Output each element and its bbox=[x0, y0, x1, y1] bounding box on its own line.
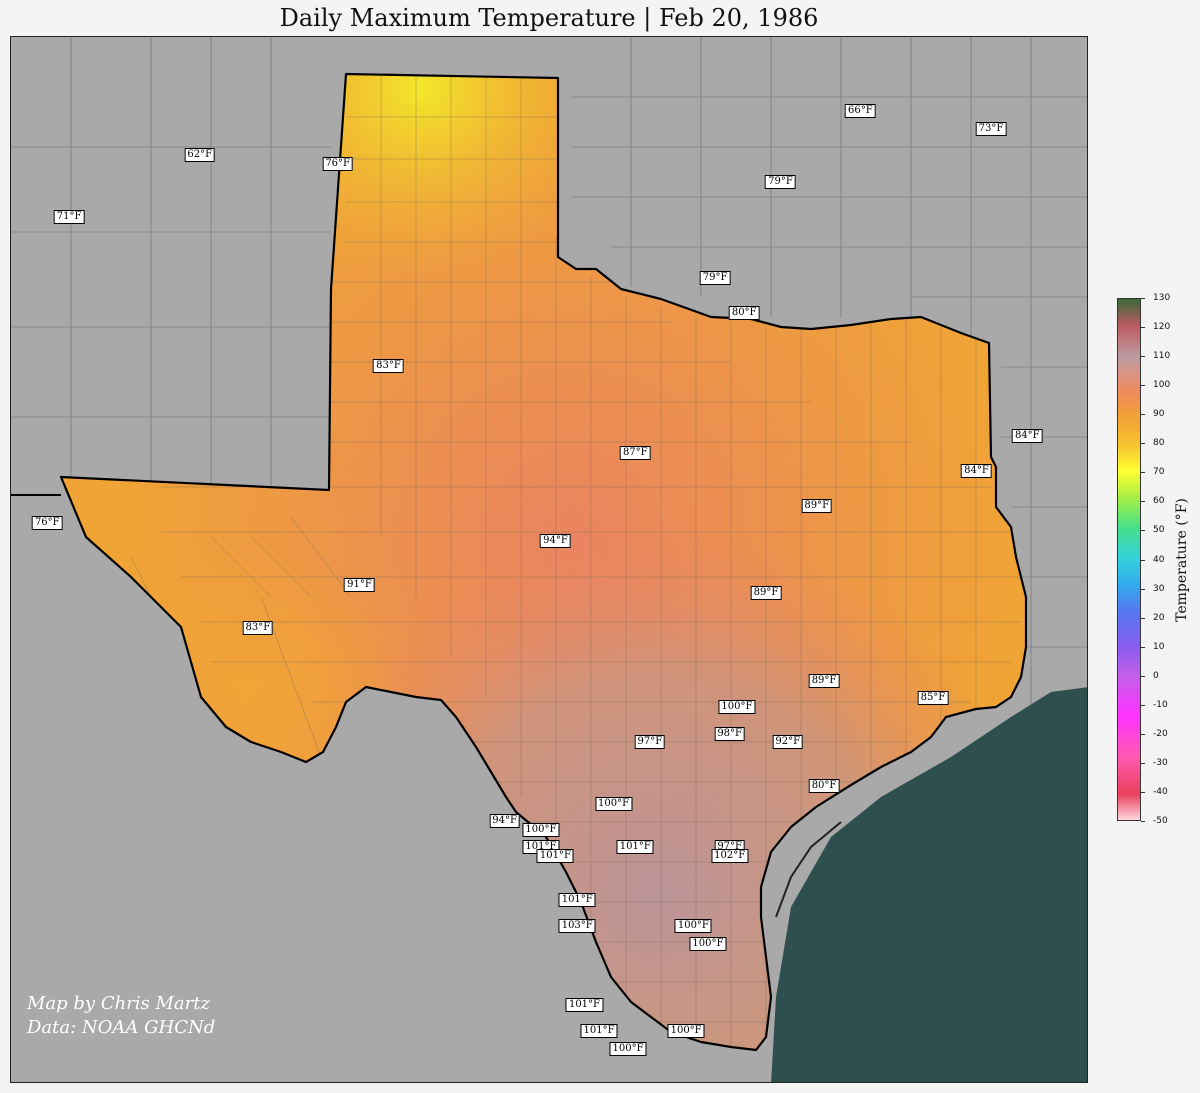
station-label: 87°F bbox=[619, 446, 651, 461]
station-label: 91°F bbox=[344, 577, 375, 592]
texas-border bbox=[59, 72, 1028, 1052]
station-label: 85°F bbox=[917, 691, 949, 706]
station-label: 83°F bbox=[373, 358, 404, 373]
colorbar-tick-label: 130 bbox=[1153, 293, 1171, 303]
station-label: 100°F bbox=[609, 1041, 647, 1056]
station-label: 102°F bbox=[711, 849, 749, 864]
colorbar-tick-label: -50 bbox=[1153, 816, 1168, 826]
station-label: 100°F bbox=[674, 919, 712, 934]
colorbar-tick-label: 70 bbox=[1153, 467, 1165, 478]
station-label: 100°F bbox=[718, 700, 756, 715]
colorbar-tick-label: 40 bbox=[1153, 554, 1165, 565]
colorbar-tick-label: 80 bbox=[1153, 438, 1165, 449]
station-label: 84°F bbox=[1011, 428, 1043, 443]
station-label: 101°F bbox=[616, 840, 654, 855]
station-label: 100°F bbox=[522, 822, 560, 837]
station-label: 101°F bbox=[565, 998, 603, 1013]
colorbar-tick-label: 90 bbox=[1153, 409, 1165, 420]
station-label: 94°F bbox=[489, 814, 520, 829]
station-label: 92°F bbox=[772, 735, 804, 750]
colorbar bbox=[1117, 298, 1141, 821]
station-label: 83°F bbox=[242, 621, 274, 636]
map-title: Daily Maximum Temperature | Feb 20, 1986 bbox=[279, 4, 819, 32]
colorbar-tick-label: 120 bbox=[1153, 322, 1171, 333]
colorbar-tick-label: -10 bbox=[1153, 699, 1168, 710]
station-label: 98°F bbox=[714, 726, 745, 741]
gulf-of-mexico bbox=[771, 687, 1087, 1082]
station-label: 84°F bbox=[961, 463, 992, 478]
station-label: 101°F bbox=[558, 893, 596, 907]
station-label: 100°F bbox=[667, 1024, 705, 1039]
station-label: 100°F bbox=[689, 936, 727, 951]
station-label: 76°F bbox=[31, 516, 63, 531]
credit-author: Map by Chris Martz bbox=[27, 993, 210, 1014]
colorbar-tick-label: 100 bbox=[1153, 380, 1171, 391]
station-label: 80°F bbox=[728, 305, 760, 320]
station-label: 101°F bbox=[536, 849, 574, 864]
barrier-island bbox=[775, 821, 842, 918]
station-label: 79°F bbox=[765, 174, 796, 189]
station-label: 62°F bbox=[184, 148, 216, 163]
colorbar-tick-label: -40 bbox=[1153, 786, 1168, 797]
colorbar-label: Temperature (°F) bbox=[1174, 498, 1190, 622]
station-label: 94°F bbox=[540, 533, 571, 548]
station-label: 97°F bbox=[634, 735, 666, 750]
station-label: 103°F bbox=[558, 919, 596, 934]
station-label: 101°F bbox=[580, 1024, 618, 1039]
station-label: 89°F bbox=[808, 673, 840, 688]
station-label: 100°F bbox=[595, 796, 633, 811]
colorbar-tick-label: 30 bbox=[1153, 583, 1165, 594]
colorbar-tick-label: 10 bbox=[1153, 641, 1165, 652]
credit-data-source: Data: NOAA GHCNd bbox=[27, 1017, 216, 1038]
station-label: 89°F bbox=[801, 498, 833, 513]
colorbar-tick-label: 60 bbox=[1153, 496, 1165, 507]
station-label: 79°F bbox=[699, 270, 731, 285]
map-canvas bbox=[11, 37, 1087, 1082]
colorbar-tick-label: -30 bbox=[1153, 757, 1168, 768]
station-label: 73°F bbox=[975, 121, 1007, 136]
station-label: 71°F bbox=[53, 209, 85, 224]
colorbar-tick-label: 20 bbox=[1153, 612, 1165, 623]
station-label: 89°F bbox=[750, 586, 782, 601]
colorbar-tick-label: -20 bbox=[1153, 728, 1168, 739]
station-label: 80°F bbox=[808, 779, 840, 794]
map-area: 66°F 73°F 62°F 79°F 71°F 76°F 79°F 80°F 83°F 84°F… bbox=[10, 36, 1088, 1083]
colorbar-tick-label: 0 bbox=[1153, 670, 1159, 681]
colorbar-tick-label: 110 bbox=[1153, 351, 1171, 362]
colorbar-tick-label: 50 bbox=[1153, 525, 1165, 536]
station-label: 66°F bbox=[844, 104, 876, 119]
station-label: 76°F bbox=[322, 157, 353, 172]
